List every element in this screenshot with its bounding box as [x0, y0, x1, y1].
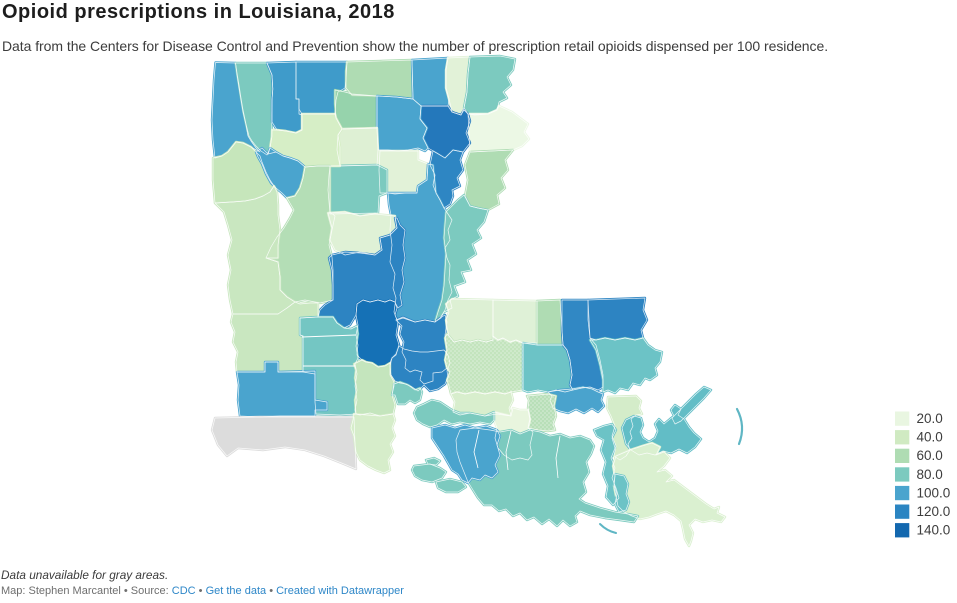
svg-text:140.0: 140.0 — [917, 523, 951, 538]
svg-text:40.0: 40.0 — [917, 430, 943, 445]
svg-text:60.0: 60.0 — [917, 448, 943, 463]
svg-text:120.0: 120.0 — [917, 504, 951, 519]
svg-text:80.0: 80.0 — [917, 467, 943, 482]
svg-text:100.0: 100.0 — [917, 485, 951, 500]
svg-text:20.0: 20.0 — [917, 411, 943, 426]
